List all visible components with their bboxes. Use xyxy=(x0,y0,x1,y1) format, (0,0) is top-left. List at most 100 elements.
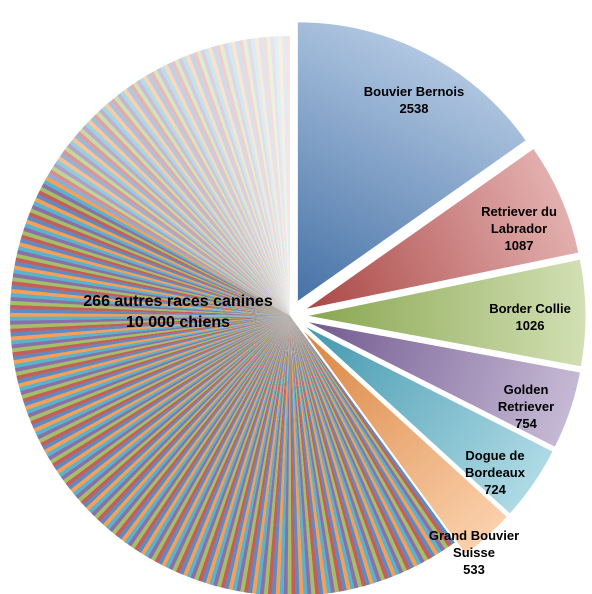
slice-other-breed xyxy=(116,93,290,316)
slice-other-breed xyxy=(10,316,291,321)
slice-other-breed xyxy=(250,38,290,316)
slice-other-breed xyxy=(49,316,290,464)
slice-other-breed xyxy=(274,36,290,316)
label-line: 266 autres races canines xyxy=(83,293,273,310)
slice-other-breed xyxy=(43,179,290,316)
slice-other-breed xyxy=(170,60,290,316)
slice-other-breed xyxy=(290,316,404,574)
label-line: 724 xyxy=(484,482,506,497)
slice-other-breed xyxy=(290,316,363,588)
slice-other-breed xyxy=(57,156,291,316)
slice-bouvier-bernois xyxy=(296,21,527,303)
slice-other-breed xyxy=(23,226,291,316)
slice-other-breed xyxy=(39,186,291,316)
slice-other-breed xyxy=(11,316,291,353)
slice-other-breed xyxy=(18,242,291,316)
slice-other-breed xyxy=(20,234,290,316)
slice-other-breed xyxy=(287,316,292,594)
slice-other-breed xyxy=(156,67,290,316)
slice-other-breed xyxy=(70,316,291,493)
slice-other-breed xyxy=(31,204,290,316)
slice-other-breed xyxy=(290,316,300,594)
slice-other-breed xyxy=(104,103,290,316)
slice-other-breed xyxy=(212,316,290,587)
slice-other-breed xyxy=(290,316,343,592)
slice-other-breed xyxy=(113,95,290,316)
slice-other-breed xyxy=(105,316,291,530)
label-line: 1026 xyxy=(516,318,545,333)
slice-other-breed xyxy=(13,316,291,365)
slice-other-breed xyxy=(290,316,411,571)
slice-other-breed xyxy=(290,316,308,594)
slice-other-breed xyxy=(54,316,290,471)
slice-other-breed xyxy=(290,316,339,593)
slice-other-breed xyxy=(175,316,290,574)
slice-other-breed xyxy=(110,98,290,316)
slice-other-breed xyxy=(99,316,290,525)
slice-other-breed xyxy=(290,316,452,548)
slice-other-breed xyxy=(44,316,291,454)
label-golden-retriever: Golden Retriever 754 xyxy=(498,382,554,431)
slice-other-breed xyxy=(108,316,290,533)
slice-other-breed xyxy=(101,105,290,317)
label-line: Retriever xyxy=(498,399,554,414)
slice-other-breed xyxy=(24,316,291,411)
label-line: Dogue de xyxy=(465,448,524,463)
slice-other-breed xyxy=(290,316,367,587)
slice-other-breed xyxy=(290,316,393,579)
slice-other-breed xyxy=(117,316,290,540)
label-line: Retriever du xyxy=(481,204,557,219)
slice-other-breed xyxy=(167,62,290,316)
slice-other-breed xyxy=(29,316,291,422)
slice-other-breed xyxy=(290,316,455,545)
slice-other-breed xyxy=(93,113,290,316)
slice-other-breed xyxy=(290,316,382,583)
slice-labels: Bouvier Bernois 2538 Retriever du Labrador 1… xyxy=(83,84,571,577)
slice-other-breed xyxy=(197,316,290,582)
slice-other-breed xyxy=(27,316,290,418)
slice-other-breed xyxy=(211,46,290,316)
slice-other-breed xyxy=(149,71,290,316)
slice-other-breed xyxy=(76,131,290,316)
slice-other-breed xyxy=(186,316,290,578)
slice-other-breed xyxy=(47,172,290,316)
slice-other-breed xyxy=(9,312,290,317)
slice-other-breed xyxy=(227,42,290,316)
slice-other-breed xyxy=(45,316,290,457)
slice-other-breed xyxy=(290,316,407,573)
slice-other-breed xyxy=(83,316,290,508)
slice-other-breed xyxy=(144,316,290,558)
slice-other-breed xyxy=(189,53,290,316)
slice-other-breed xyxy=(196,50,290,316)
slice-retriever-du-labrador xyxy=(304,147,580,311)
slice-other-breed xyxy=(185,54,290,316)
slice-other-breed xyxy=(27,215,290,316)
slice-other-breed xyxy=(42,316,290,450)
slice-other-breed xyxy=(51,166,291,316)
slice-other-breed xyxy=(69,140,291,316)
label-bouvier-bernois: Bouvier Bernois 2538 xyxy=(364,84,464,116)
slice-other-breed xyxy=(87,119,290,316)
label-line: Suisse xyxy=(453,545,495,560)
slice-other-breed xyxy=(238,40,290,316)
slice-other-breed xyxy=(95,111,290,316)
slice-other-breed xyxy=(37,190,290,316)
slice-other-breed xyxy=(17,245,290,316)
slice-other-breed xyxy=(19,238,291,316)
label-line: 1087 xyxy=(505,238,534,253)
slice-other-breed xyxy=(107,100,291,316)
slice-other-breed xyxy=(266,36,290,317)
slice-other-breed xyxy=(290,316,435,558)
slice-other-breed xyxy=(160,65,290,316)
slice-other-breed xyxy=(215,45,290,316)
slice-other-breed xyxy=(194,316,290,581)
slice-other-breed xyxy=(290,316,355,590)
label-grand-bouvier-suisse: Grand Bouvier Suisse 533 xyxy=(429,528,519,577)
slice-other-breed xyxy=(49,169,290,316)
slice-other-breed xyxy=(290,316,296,594)
slice-other-breed xyxy=(142,75,290,317)
slice-other-breed xyxy=(58,316,290,477)
slice-other-breed xyxy=(66,143,290,316)
slice-golden-retriever xyxy=(304,320,582,448)
slice-other-breed xyxy=(40,316,290,447)
